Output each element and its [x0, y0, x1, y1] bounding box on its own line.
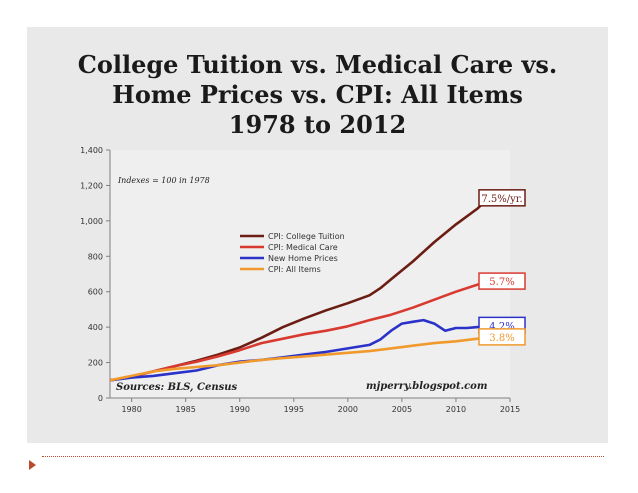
x-axis-ticks: 1980 1985 1990 1995 2000 2005 2010 2015 [121, 398, 520, 414]
sources-text: Sources: BLS, Census [116, 382, 237, 393]
y-tick-label: 1,000 [80, 217, 103, 226]
index-note: Indexes = 100 in 1978 [117, 176, 210, 185]
x-tick-label: 2005 [392, 405, 412, 414]
chart-title: College Tuition vs. Medical Care vs. Hom… [27, 50, 608, 140]
y-tick-label: 600 [88, 288, 103, 297]
x-tick-label: 2010 [446, 405, 466, 414]
series-line [109, 335, 489, 382]
x-tick-label: 1985 [175, 405, 195, 414]
end-label: 7.5%/yr. [481, 194, 522, 205]
series-line [109, 279, 489, 382]
y-axis-ticks: 0 200 400 600 800 1,000 1,200 1,400 [80, 146, 110, 403]
end-label-box [478, 328, 526, 346]
x-tick-label: 2015 [500, 405, 520, 414]
legend-label: CPI: College Tuition [268, 232, 345, 241]
chart-title-line-1: College Tuition vs. Medical Care vs. [77, 50, 558, 79]
chart-title-line-3: 1978 to 2012 [228, 110, 407, 139]
end-label-box [478, 272, 526, 290]
end-label: 4.2% [489, 321, 514, 332]
x-tick-label: 1980 [121, 405, 141, 414]
plot-area [110, 150, 510, 398]
y-tick-label: 400 [88, 323, 103, 332]
credit-text: mjperry.blogspot.com [366, 381, 487, 392]
legend-label: New Home Prices [268, 254, 338, 263]
chart-title-line-2: Home Prices vs. CPI: All Items [112, 80, 523, 109]
y-tick-label: 200 [88, 359, 103, 368]
x-tick-label: 2000 [338, 405, 358, 414]
footer-divider [42, 456, 604, 457]
y-tick-label: 0 [98, 394, 103, 403]
bullet-arrow-icon [29, 460, 36, 470]
chart-legend: CPI: College Tuition CPI: Medical Care New… [240, 232, 345, 274]
end-label: 5.7% [489, 277, 514, 288]
end-label: 3.8% [489, 333, 514, 344]
series-lines [109, 196, 490, 382]
legend-label: CPI: All Items [268, 265, 321, 274]
y-tick-label: 1,400 [80, 146, 103, 155]
y-tick-label: 1,200 [80, 181, 103, 190]
series-line [109, 318, 489, 382]
x-tick-label: 1990 [230, 405, 250, 414]
y-tick-label: 800 [88, 252, 103, 261]
x-tick-label: 1995 [284, 405, 304, 414]
end-label-box [478, 189, 526, 207]
legend-label: CPI: Medical Care [268, 243, 338, 252]
end-labels: 7.5%/yr. 5.7% 4.2%3.8% [478, 189, 526, 346]
